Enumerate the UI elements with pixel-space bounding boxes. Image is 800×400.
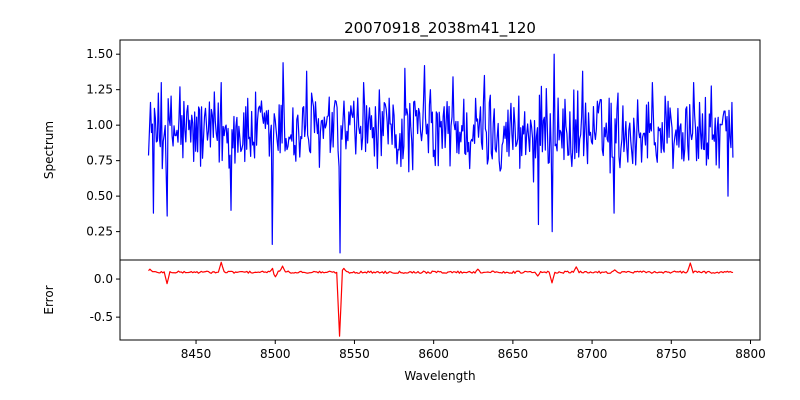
spectrum-line <box>147 53 734 254</box>
spectrum-y-axis-label: Spectrum <box>42 121 56 179</box>
y-tick-label: 0.75 <box>86 154 113 168</box>
x-tick-label: 8800 <box>735 347 766 361</box>
spectrum-panel: 0.25 0.50 0.75 1.00 1.25 1.50 Spectrum <box>42 39 761 261</box>
y-tick-label: 1.50 <box>86 47 113 61</box>
y-tick-label: 1.00 <box>86 118 113 132</box>
x-axis-label: Wavelength <box>404 369 475 383</box>
error-y-axis-label: Error <box>42 285 56 314</box>
y-tick-label: -0.5 <box>90 310 113 324</box>
x-tick-label: 8600 <box>418 347 449 361</box>
error-panel: 0.0 -0.5 8450 8500 8550 8600 8650 8700 8750 8800… <box>42 259 766 383</box>
error-axes-border <box>119 259 761 341</box>
spectrum-frame <box>120 40 760 260</box>
error-frame <box>120 260 760 340</box>
x-tick-label: 8550 <box>339 347 370 361</box>
y-tick-label: 0.50 <box>86 189 113 203</box>
x-tick-label: 8450 <box>181 347 212 361</box>
error-line <box>148 261 734 337</box>
y-tick-label: 0.25 <box>86 225 113 239</box>
spectrum-series-group <box>147 53 734 254</box>
spectrum-y-ticks: 0.25 0.50 0.75 1.00 1.25 1.50 <box>86 47 120 239</box>
x-tick-label: 8500 <box>260 347 291 361</box>
error-x-ticks: 8450 8500 8550 8600 8650 8700 8750 8800 <box>181 340 766 361</box>
x-tick-label: 8700 <box>577 347 608 361</box>
chart-title: 20070918_2038m41_120 <box>344 19 536 38</box>
x-tick-label: 8750 <box>656 347 687 361</box>
x-tick-label: 8650 <box>498 347 529 361</box>
error-series-group <box>148 261 734 337</box>
y-tick-label: 1.25 <box>86 83 113 97</box>
error-y-ticks: 0.0 -0.5 <box>90 272 120 324</box>
y-tick-label: 0.0 <box>94 272 113 286</box>
